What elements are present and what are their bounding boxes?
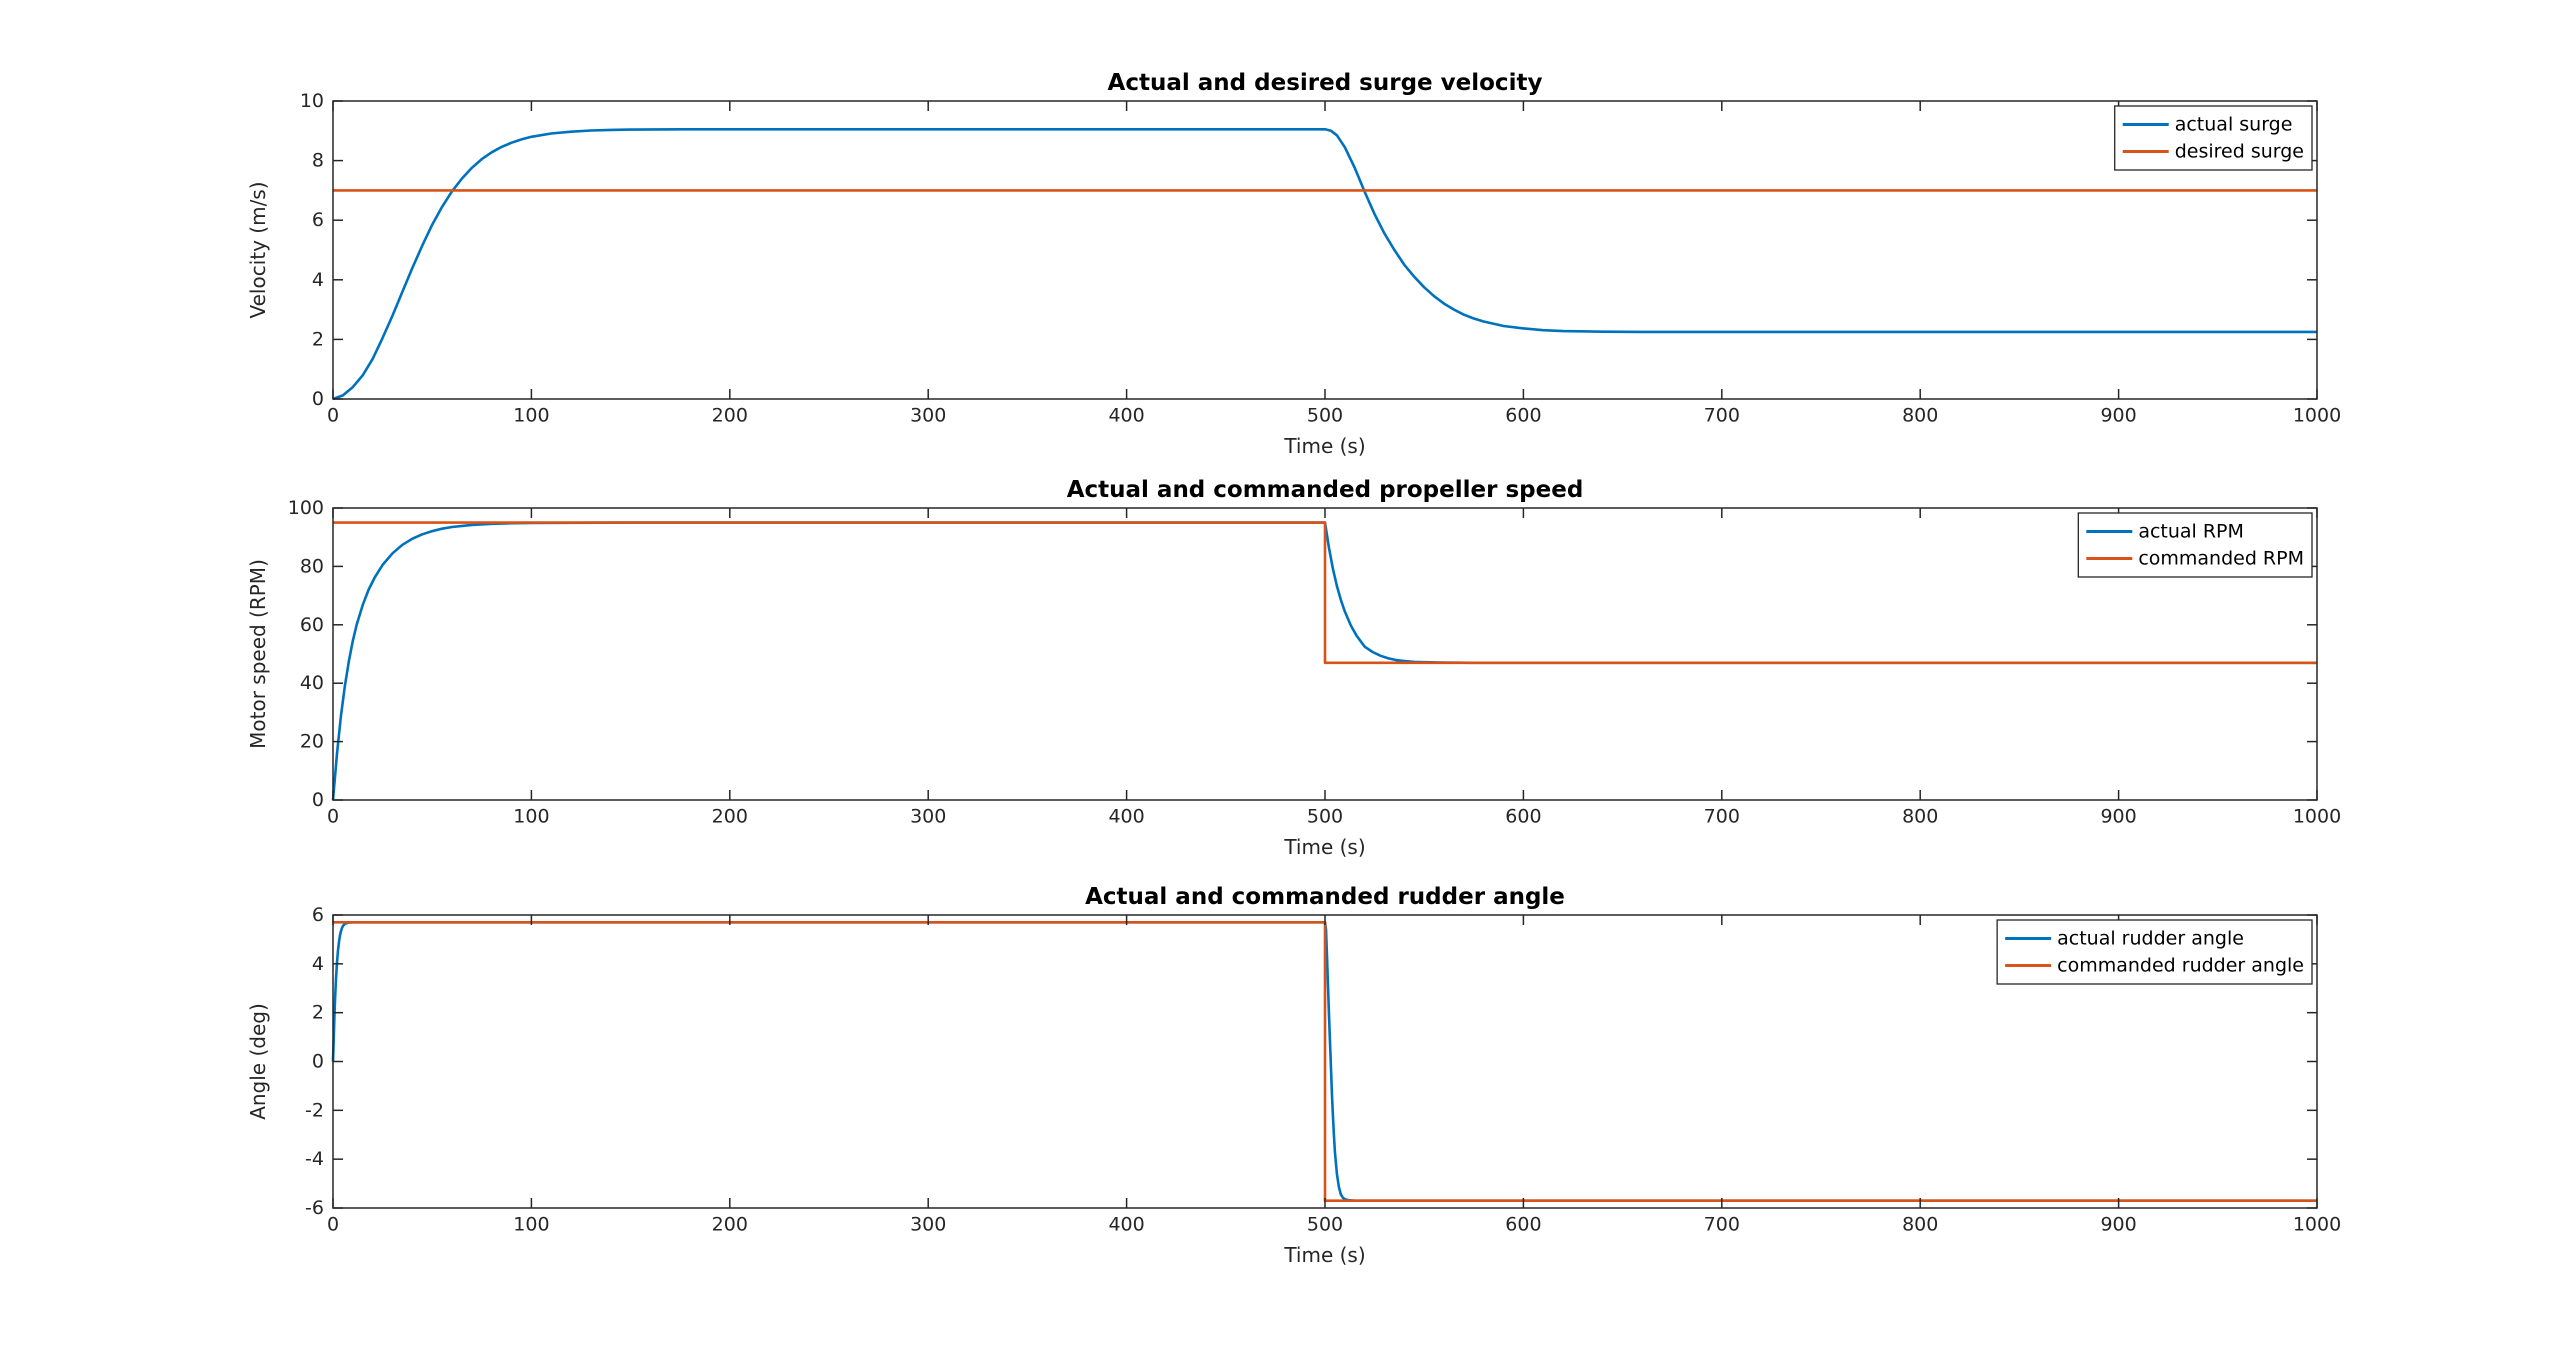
legend: actual RPM commanded RPM: [2077, 512, 2313, 578]
series-line-actual-rudder-angle: [331, 920, 2317, 1202]
legend-entry-label: commanded rudder angle: [2057, 955, 2304, 977]
x-tick-label: 900: [2100, 1214, 2136, 1236]
y-tick-label: 80: [300, 555, 324, 577]
y-tick-label: 4: [312, 269, 324, 291]
series-line-commanded-rudder-angle: [333, 920, 2317, 1202]
y-axis-label: Motor speed (RPM): [246, 559, 270, 749]
x-tick-label: 400: [1108, 1214, 1144, 1236]
y-tick-label: 2: [312, 328, 324, 350]
y-tick-label: 0: [312, 388, 324, 410]
axes-box: [332, 100, 2318, 400]
legend-box: [2114, 105, 2313, 171]
x-tick-label: 300: [910, 1214, 946, 1236]
y-tick-label: 4: [312, 953, 324, 975]
chart-title: Actual and commanded propeller speed: [1067, 477, 1584, 503]
subplot-1: 0 100 200 300 400 500 600 700 800 900 1000 0 2 4 6 8 10 A…: [246, 70, 2341, 458]
legend: actual rudder angle commanded rudder angl…: [1996, 919, 2313, 985]
x-tick-label: 0: [327, 1214, 339, 1236]
x-tick-label: 200: [712, 1214, 748, 1236]
chart-title: Actual and desired surge velocity: [1108, 70, 1543, 96]
x-tick-label: 100: [513, 405, 549, 427]
subplot-3: 0 100 200 300 400 500 600 700 800 900 1000 -6 -4 -2 0 2…: [246, 884, 2341, 1267]
y-axis-label: Velocity (m/s): [246, 181, 270, 318]
legend-box: [1996, 919, 2313, 985]
y-tick-label: 6: [312, 904, 324, 926]
series-line-commanded-RPM: [333, 521, 2317, 665]
x-tick-label: 300: [910, 405, 946, 427]
y-tick-label: 60: [300, 614, 324, 636]
legend-entry-label: desired surge: [2175, 141, 2304, 163]
x-tick-label: 300: [910, 806, 946, 828]
x-tick-label: 1000: [2293, 806, 2341, 828]
x-tick-label: 0: [327, 806, 339, 828]
x-tick-label: 800: [1902, 405, 1938, 427]
x-tick-label: 600: [1505, 806, 1541, 828]
x-axis-label: Time (s): [1283, 835, 1365, 859]
x-tick-label: 400: [1108, 405, 1144, 427]
x-tick-label: 600: [1505, 1214, 1541, 1236]
y-tick-label: 100: [288, 497, 324, 519]
subplot-2: 0 100 200 300 400 500 600 700 800 900 1000 0 20 40 60 8…: [246, 477, 2341, 859]
x-tick-label: 400: [1108, 806, 1144, 828]
legend-box: [2077, 512, 2313, 578]
x-tick-label: 200: [712, 806, 748, 828]
x-tick-label: 0: [327, 405, 339, 427]
y-tick-label: 10: [300, 90, 324, 112]
x-tick-label: 1000: [2293, 1214, 2341, 1236]
x-tick-label: 900: [2100, 806, 2136, 828]
legend-entry-label: actual rudder angle: [2057, 928, 2244, 950]
y-tick-label: -6: [305, 1197, 324, 1219]
y-tick-label: 2: [312, 1002, 324, 1024]
y-tick-label: 20: [300, 731, 324, 753]
x-tick-label: 500: [1307, 405, 1343, 427]
y-axis-label: Angle (deg): [246, 1003, 270, 1120]
x-tick-label: 1000: [2293, 405, 2341, 427]
x-tick-label: 700: [1704, 1214, 1740, 1236]
y-tick-label: 0: [312, 1051, 324, 1073]
y-tick-label: -4: [305, 1148, 324, 1170]
x-tick-label: 800: [1902, 1214, 1938, 1236]
x-tick-label: 500: [1307, 806, 1343, 828]
y-tick-label: 8: [312, 150, 324, 172]
x-tick-label: 900: [2100, 405, 2136, 427]
x-axis-label: Time (s): [1283, 1243, 1365, 1267]
y-tick-label: 6: [312, 209, 324, 231]
x-tick-label: 700: [1704, 806, 1740, 828]
chart-title: Actual and commanded rudder angle: [1085, 884, 1565, 910]
y-tick-label: 40: [300, 672, 324, 694]
legend-entry-label: commanded RPM: [2138, 548, 2304, 570]
y-tick-label: -2: [305, 1099, 324, 1121]
series-line-actual-surge: [332, 128, 2317, 401]
x-tick-label: 200: [712, 405, 748, 427]
x-tick-label: 100: [513, 806, 549, 828]
x-tick-label: 500: [1307, 1214, 1343, 1236]
x-tick-label: 100: [513, 1214, 549, 1236]
x-tick-label: 600: [1505, 405, 1541, 427]
x-tick-label: 700: [1704, 405, 1740, 427]
x-axis-label: Time (s): [1283, 434, 1365, 458]
x-tick-label: 800: [1902, 806, 1938, 828]
legend-entry-label: actual surge: [2175, 114, 2293, 136]
legend-entry-label: actual RPM: [2138, 521, 2244, 543]
legend: actual surge desired surge: [2114, 105, 2313, 171]
y-tick-label: 0: [312, 789, 324, 811]
